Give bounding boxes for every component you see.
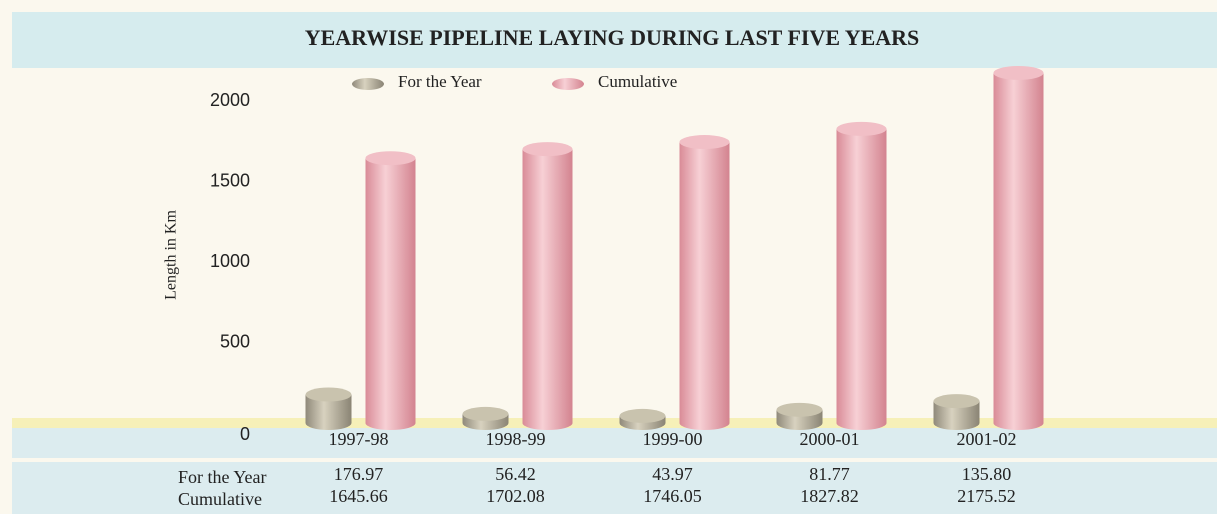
cylinder-top [305, 387, 352, 402]
x-tick-label: 1999-00 [643, 429, 703, 449]
table-value: 2175.52 [957, 486, 1016, 506]
y-tick-label: 500 [220, 331, 250, 351]
title-band [12, 12, 1217, 68]
table-value: 43.97 [652, 464, 693, 484]
bar [836, 128, 887, 423]
y-tick-label: 2000 [210, 90, 250, 110]
table-value: 1746.05 [643, 486, 702, 506]
cylinder-top [993, 65, 1044, 80]
table-value: 1645.66 [329, 486, 388, 506]
bar [679, 142, 730, 423]
table-value: 81.77 [809, 464, 850, 484]
cylinder-top [619, 408, 666, 423]
bar [522, 149, 573, 423]
chart-title: YEARWISE PIPELINE LAYING DURING LAST FIV… [305, 25, 920, 50]
axis-band [12, 428, 1217, 458]
y-tick-label: 0 [240, 424, 250, 444]
x-tick-label: 1997-98 [329, 429, 389, 449]
cylinder-top [836, 121, 887, 136]
floor [12, 418, 1217, 428]
cylinder-top [679, 135, 730, 150]
y-tick-label: 1000 [210, 251, 250, 271]
table-value: 1702.08 [486, 486, 545, 506]
table-band [12, 462, 1217, 514]
cylinder-top [933, 394, 980, 409]
y-tick-label: 1500 [210, 170, 250, 190]
cylinder-top [776, 402, 823, 417]
legend-label: Cumulative [598, 72, 677, 91]
cylinder-top [365, 151, 416, 166]
table-row-label: For the Year [178, 467, 267, 487]
table-value: 135.80 [962, 464, 1012, 484]
y-axis-title: Length in Km [163, 210, 180, 300]
legend-label: For the Year [398, 72, 482, 91]
table-value: 1827.82 [800, 486, 859, 506]
x-tick-label: 1998-99 [486, 429, 546, 449]
x-tick-label: 2001-02 [957, 429, 1017, 449]
cylinder-top [522, 142, 573, 157]
legend-swatch [552, 78, 584, 90]
table-value: 176.97 [334, 464, 384, 484]
table-row-label: Cumulative [178, 489, 262, 509]
legend-swatch [352, 78, 384, 90]
table-value: 56.42 [495, 464, 536, 484]
x-tick-label: 2000-01 [800, 429, 860, 449]
bar [365, 158, 416, 423]
cylinder-top [462, 406, 509, 421]
bar [993, 72, 1044, 423]
